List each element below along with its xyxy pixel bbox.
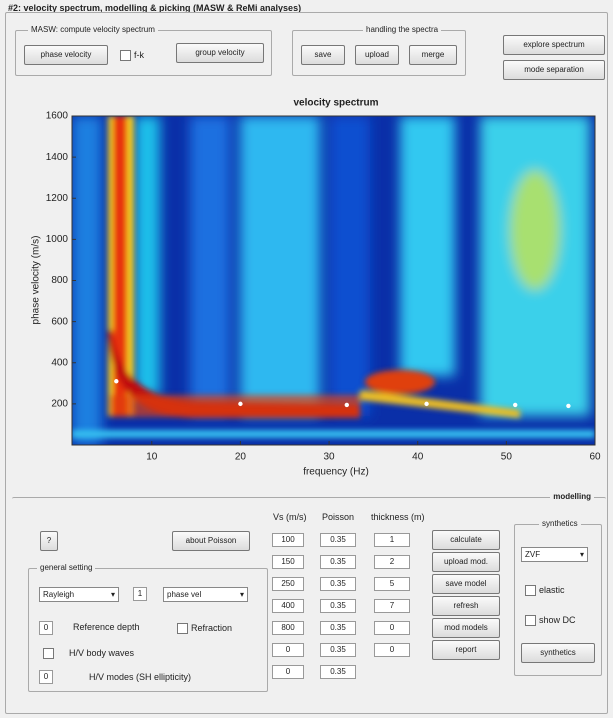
thickness-input[interactable]: 7 xyxy=(374,599,410,613)
field-label: Reference depth xyxy=(73,622,140,632)
thickness-input[interactable]: 5 xyxy=(374,577,410,591)
y-tick-label: 1000 xyxy=(46,234,69,245)
upload-button[interactable]: upload xyxy=(355,45,399,65)
general-setting-panel: general setting Rayleigh 1 phase vel 0 R… xyxy=(28,563,268,692)
y-tick-label: 1400 xyxy=(46,152,69,163)
x-tick-label: 20 xyxy=(235,452,247,463)
hv-modes-input[interactable]: 0 xyxy=(39,670,53,684)
vs-input[interactable]: 0 xyxy=(272,665,304,679)
column-header: thickness (m) xyxy=(371,512,425,522)
vs-input[interactable]: 800 xyxy=(272,621,304,635)
mode-input[interactable]: 1 xyxy=(133,587,147,601)
model-button[interactable]: calculate xyxy=(432,530,500,550)
vs-input[interactable]: 100 xyxy=(272,533,304,547)
main-frame xyxy=(5,12,608,714)
y-tick-label: 1600 xyxy=(46,111,69,122)
masw-panel: MASW: compute velocity spectrum phase ve… xyxy=(15,25,272,76)
synthetics-panel: synthetics ZVF elastic show DC synthetic… xyxy=(514,519,602,676)
picked-point xyxy=(114,379,119,384)
x-tick-label: 40 xyxy=(412,452,424,463)
vs-input[interactable]: 400 xyxy=(272,599,304,613)
thickness-input[interactable]: 0 xyxy=(374,621,410,635)
panel-title: handling the spectra xyxy=(363,25,442,34)
checkbox-label: Refraction xyxy=(191,623,233,633)
checkbox-label: f-k xyxy=(134,50,144,60)
poisson-input[interactable]: 0.35 xyxy=(320,555,356,569)
y-tick-label: 200 xyxy=(51,399,68,410)
picked-point xyxy=(238,401,243,407)
wave-select[interactable]: Rayleigh xyxy=(39,587,119,602)
picked-point xyxy=(424,401,429,407)
fk-checkbox[interactable] xyxy=(120,50,131,61)
poisson-input[interactable]: 0.35 xyxy=(320,577,356,591)
picked-point xyxy=(513,402,518,408)
model-button[interactable]: report xyxy=(432,640,500,660)
group-velocity-button[interactable]: group velocity xyxy=(176,43,264,63)
velocity-spectrum-chart: velocity spectrum frequency (Hz) phase v… xyxy=(31,98,601,478)
x-tick-label: 30 xyxy=(324,452,336,463)
save-button[interactable]: save xyxy=(301,45,345,65)
window-title: #2: velocity spectrum, modelling & picki… xyxy=(8,3,302,13)
checkbox-label: elastic xyxy=(539,585,565,595)
panel-title: MASW: compute velocity spectrum xyxy=(28,25,158,34)
poisson-input[interactable]: 0.35 xyxy=(320,665,356,679)
model-button[interactable]: upload mod. xyxy=(432,552,500,572)
checkbox-label: H/V body waves xyxy=(69,648,135,658)
merge-button[interactable]: merge xyxy=(409,45,457,65)
about-poisson-button[interactable]: about Poisson xyxy=(172,531,250,551)
poisson-input[interactable]: 0.35 xyxy=(320,621,356,635)
x-tick-label: 10 xyxy=(146,452,158,463)
column-header: Poisson xyxy=(322,512,355,522)
help-button[interactable]: ? xyxy=(40,531,58,551)
x-tick-label: 60 xyxy=(589,452,601,463)
y-tick-label: 1200 xyxy=(46,193,69,204)
spectrum-image xyxy=(72,116,595,445)
vs-input[interactable]: 250 xyxy=(272,577,304,591)
y-axis-label: phase velocity (m/s) xyxy=(31,236,42,325)
thickness-input[interactable]: 1 xyxy=(374,533,410,547)
y-tick-label: 400 xyxy=(51,357,68,368)
poisson-input[interactable]: 0.35 xyxy=(320,599,356,613)
vs-input[interactable]: 150 xyxy=(272,555,304,569)
elastic-checkbox[interactable] xyxy=(525,585,536,596)
thickness-input[interactable]: 0 xyxy=(374,643,410,657)
thickness-input[interactable]: 2 xyxy=(374,555,410,569)
y-tick-label: 800 xyxy=(51,275,68,286)
mode-separation-button[interactable]: mode separation xyxy=(503,60,605,80)
synthetics-select[interactable]: ZVF xyxy=(521,547,588,562)
phase-velocity-button[interactable]: phase velocity xyxy=(24,45,108,65)
panel-title: general setting xyxy=(37,563,96,572)
model-button[interactable]: mod models xyxy=(432,618,500,638)
chart-title: velocity spectrum xyxy=(293,98,378,109)
hv-body-checkbox[interactable] xyxy=(43,648,54,659)
reference-depth-input[interactable]: 0 xyxy=(39,621,53,635)
modelling-panel: modelling xyxy=(12,492,606,703)
model-button[interactable]: refresh xyxy=(432,596,500,616)
picked-point xyxy=(344,402,349,408)
column-header: Vs (m/s) xyxy=(273,512,307,522)
vs-input[interactable]: 0 xyxy=(272,643,304,657)
panel-title: modelling xyxy=(550,492,594,501)
picked-point xyxy=(566,403,571,409)
poisson-input[interactable]: 0.35 xyxy=(320,533,356,547)
checkbox-label: show DC xyxy=(539,615,576,625)
x-axis-label: frequency (Hz) xyxy=(303,467,369,478)
model-button[interactable]: save model xyxy=(432,574,500,594)
refraction-checkbox[interactable] xyxy=(177,623,188,634)
poisson-input[interactable]: 0.35 xyxy=(320,643,356,657)
show-dc-checkbox[interactable] xyxy=(525,615,536,626)
synthetics-button[interactable]: synthetics xyxy=(521,643,595,663)
y-tick-label: 600 xyxy=(51,316,68,327)
panel-title: synthetics xyxy=(539,519,581,528)
x-tick-label: 50 xyxy=(501,452,513,463)
field-label: H/V modes (SH ellipticity) xyxy=(89,672,192,682)
velocity-select[interactable]: phase vel xyxy=(163,587,248,602)
explore-spectrum-button[interactable]: explore spectrum xyxy=(503,35,605,55)
spectra-panel: handling the spectra save upload merge xyxy=(292,25,466,76)
